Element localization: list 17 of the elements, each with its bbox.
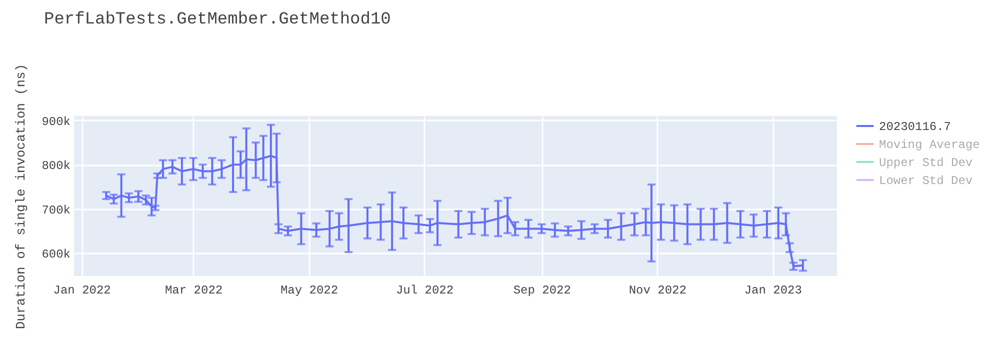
chart-title: PerfLabTests.GetMember.GetMethod10 [44,10,391,30]
y-tick-label: 800k [42,159,70,174]
x-tick-label: Jan 2022 [53,284,111,298]
y-tick-label: 600k [42,248,70,262]
x-tick-label: Sep 2022 [513,284,571,298]
x-tick-label: Nov 2022 [628,284,686,298]
legend-label: Lower Std Dev [879,174,973,188]
legend-label: Moving Average [879,138,980,152]
x-tick-label: May 2022 [280,284,338,298]
y-axis-title: Duration of single invocation (ns) [14,64,29,330]
legend-label: 20230116.7 [879,120,952,134]
x-tick-label: Jul 2022 [396,284,454,298]
y-tick-label: 700k [42,203,70,218]
y-tick-label: 900k [42,114,70,129]
x-tick-label: Mar 2022 [164,284,223,298]
x-tick-label: Jan 2023 [744,284,802,298]
legend-label: Upper Std Dev [879,156,973,170]
